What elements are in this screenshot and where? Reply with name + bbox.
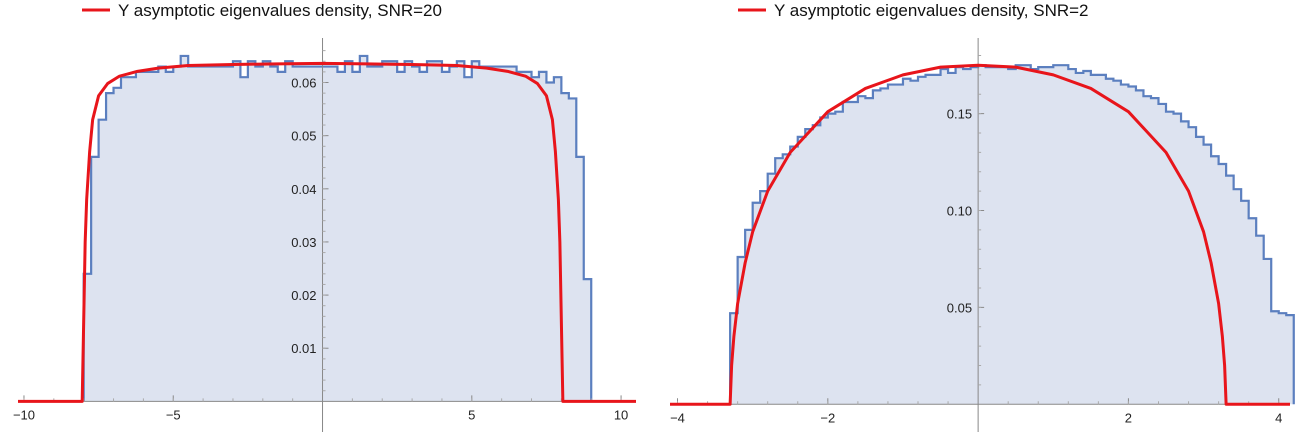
- histogram-fill: [18, 55, 592, 402]
- legend: Y asymptotic eigenvalues density, SNR=20: [82, 1, 442, 20]
- chart-panel-snr2: Y asymptotic eigenvalues density, SNR=2 …: [670, 1, 1295, 432]
- density-curve: [670, 63, 1290, 406]
- y-tick-label: 0.10: [947, 204, 972, 219]
- x-tick-label: −4: [670, 410, 685, 425]
- legend: Y asymptotic eigenvalues density, SNR=2: [738, 1, 1089, 20]
- x-tick-label: −5: [166, 407, 181, 422]
- histogram-line: [729, 64, 1295, 405]
- y-tick-label: 0.02: [291, 288, 316, 303]
- x-tick-label: 4: [1275, 410, 1282, 425]
- x-tick-label: 2: [1125, 410, 1132, 425]
- y-tick-label: 0.01: [291, 341, 316, 356]
- x-tick-label: −10: [13, 407, 35, 422]
- y-tick-label: 0.15: [947, 107, 972, 122]
- x-tick-label: 5: [468, 407, 475, 422]
- density-curve: [18, 61, 636, 403]
- y-tick-label: 0.03: [291, 235, 316, 250]
- x-tick-label: −2: [820, 410, 835, 425]
- chart-panel-snr20: Y asymptotic eigenvalues density, SNR=20…: [13, 1, 636, 432]
- histogram-fill: [670, 65, 1294, 405]
- legend-label: Y asymptotic eigenvalues density, SNR=2: [774, 1, 1089, 20]
- y-tick-label: 0.04: [291, 182, 316, 197]
- legend-label: Y asymptotic eigenvalues density, SNR=20: [118, 1, 442, 20]
- y-tick-label: 0.06: [291, 76, 316, 91]
- y-tick-label: 0.05: [947, 300, 972, 315]
- x-tick-label: 10: [614, 407, 628, 422]
- y-tick-label: 0.05: [291, 129, 316, 144]
